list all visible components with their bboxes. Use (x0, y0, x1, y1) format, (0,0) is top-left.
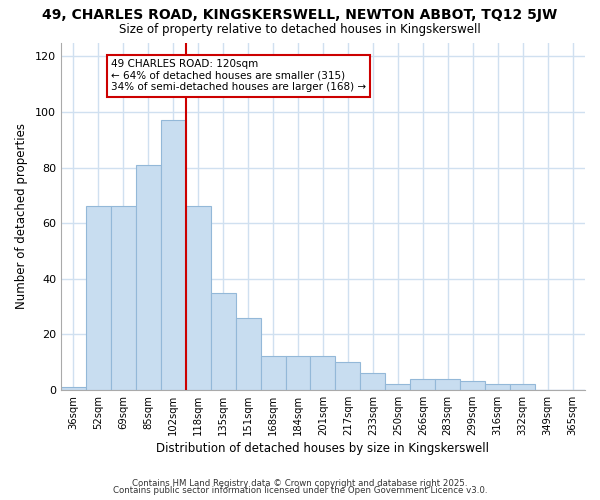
Bar (310, 356, 335, 390)
X-axis label: Distribution of detached houses by size in Kingskerswell: Distribution of detached houses by size … (157, 442, 490, 455)
Bar (260, 356, 286, 390)
Bar (361, 373, 385, 390)
Text: Contains HM Land Registry data © Crown copyright and database right 2025.: Contains HM Land Registry data © Crown c… (132, 478, 468, 488)
Bar (111, 206, 136, 390)
Text: Contains public sector information licensed under the Open Government Licence v3: Contains public sector information licen… (113, 486, 487, 495)
Bar (485, 384, 510, 390)
Text: Size of property relative to detached houses in Kingskerswell: Size of property relative to detached ho… (119, 22, 481, 36)
Bar (86, 206, 111, 390)
Bar (385, 384, 410, 390)
Text: 49, CHARLES ROAD, KINGSKERSWELL, NEWTON ABBOT, TQ12 5JW: 49, CHARLES ROAD, KINGSKERSWELL, NEWTON … (43, 8, 557, 22)
Bar (410, 378, 435, 390)
Bar (61, 387, 86, 390)
Bar (161, 120, 186, 390)
Y-axis label: Number of detached properties: Number of detached properties (15, 123, 28, 309)
Bar (460, 382, 485, 390)
Text: 49 CHARLES ROAD: 120sqm
← 64% of detached houses are smaller (315)
34% of semi-d: 49 CHARLES ROAD: 120sqm ← 64% of detache… (111, 59, 366, 92)
Bar (236, 318, 260, 390)
Bar (136, 165, 161, 390)
Bar (335, 362, 361, 390)
Bar (286, 356, 310, 390)
Bar (211, 292, 236, 390)
Bar (435, 378, 460, 390)
Bar (186, 206, 211, 390)
Bar (510, 384, 535, 390)
